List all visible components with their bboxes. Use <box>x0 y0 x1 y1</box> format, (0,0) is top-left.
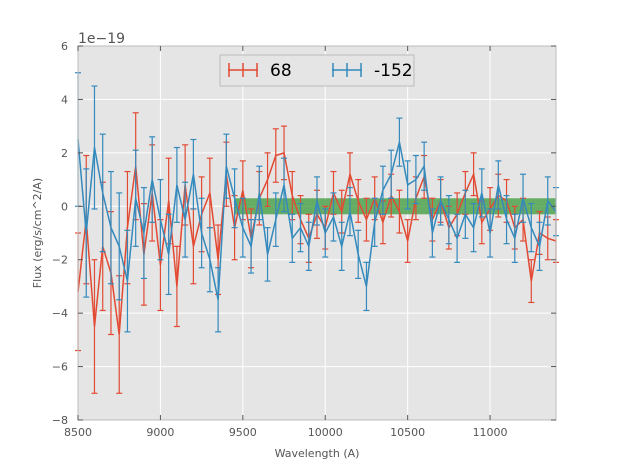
y-tick-label: 0 <box>61 200 68 213</box>
x-tick-label: 11000 <box>473 426 508 439</box>
tick-labels: 8500 9000 9500 10000 10500 11000 −8 −6 −4 −2 0 2 4 6 <box>52 40 508 439</box>
y-tick-label: −8 <box>52 414 68 427</box>
y-tick-label: 2 <box>61 147 68 160</box>
y-tick-label: 4 <box>61 93 68 106</box>
x-tick-label: 10000 <box>308 426 343 439</box>
x-tick-label: 9000 <box>146 426 174 439</box>
x-tick-label: 8500 <box>64 426 92 439</box>
plot-frame <box>77 45 557 421</box>
y-axis-label: Flux (erg/s/cm^2/A) <box>31 178 44 288</box>
ticks <box>77 45 556 421</box>
y-tick-label: −4 <box>52 307 68 320</box>
x-tick-label: 10500 <box>390 426 425 439</box>
legend-entries: 68 -152 <box>228 61 413 81</box>
legend-label: -152 <box>374 61 413 81</box>
x-axis-label: Wavelength (A) <box>275 447 360 460</box>
legend-label: 68 <box>270 61 292 81</box>
legend: 68 -152 <box>219 54 415 87</box>
y-tick-label: −2 <box>52 254 68 267</box>
series-line <box>77 139 557 300</box>
y-tick-label: 6 <box>61 40 68 53</box>
x-tick-label: 9500 <box>229 426 257 439</box>
y-tick-label: −6 <box>52 361 68 374</box>
y-offset-label: 1e−19 <box>78 31 125 47</box>
